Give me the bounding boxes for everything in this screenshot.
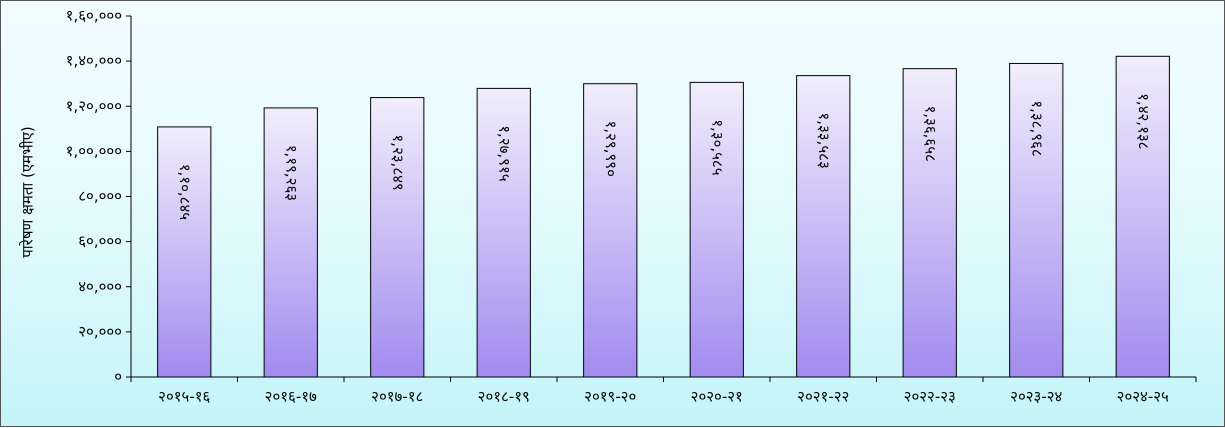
y-tick-label: १,००,००० [66,142,122,160]
x-tick-label: २०१९-२० [584,388,636,406]
bar [1009,62,1064,378]
x-axis: २०१५-१६ २०१६-१७ २०१७-१८ २०१८-१९ २०१९-२० २०२०-… [130,376,1197,406]
bar-value-label: १,३६,६५८ [921,105,939,161]
y-tick-label: १,२०,००० [66,97,122,115]
data-labels: १,१०,८४५ १,१९,२६३ १,२३,८४९ १,२७,९१५ १,२९,९९०… [176,93,1153,220]
bar-value-label: १,१०,८४५ [176,164,194,221]
bar [476,87,531,378]
bar-value-label: १,२९,९९० [602,121,620,177]
bar [157,126,212,378]
x-tick-label: २०२२-२३ [904,388,956,406]
y-tick-label: ० [114,368,122,386]
bar [902,68,957,378]
x-tick-label: २०१७-१८ [371,388,423,406]
bars [157,55,1170,378]
bar [796,75,851,378]
x-tick-label: २०२१-२२ [797,388,849,406]
x-tick-label: २०२४-२५ [1117,388,1169,406]
bar [1115,55,1170,378]
bar [370,97,425,378]
bar-value-label: १,४२,१३८ [1134,93,1152,149]
bar-value-label: १,३८,९६८ [1028,100,1046,156]
y-tick-label: ६०,००० [78,232,122,250]
bar-value-label: १,२७,९१५ [495,125,513,182]
bar-value-label: १,२३,८४९ [389,134,407,190]
bar [689,81,744,378]
y-axis-title: पारेषण क्षमता (एमभीए) [19,126,37,257]
y-axis: ० २०,००० ४०,००० ६०,००० ८०,००० १,००,००० १,२०,००… [66,7,132,386]
y-tick-label: २०,००० [78,322,122,340]
bar-value-label: १,१९,२६३ [282,145,300,201]
y-tick-label: १,६०,००० [66,7,122,25]
x-tick-label: २०१६-१७ [265,388,317,406]
x-tick-label: २०२३-२४ [1010,388,1062,406]
bar-value-label: १,३०,५८५ [708,119,726,176]
x-tick-label: २०१८-१९ [478,388,530,406]
y-tick-label: ८०,००० [78,187,122,205]
bar-value-label: १,३३,५८३ [815,112,833,168]
bar [263,107,318,378]
x-tick-label: २०१५-१६ [158,388,210,406]
x-tick-label: २०२०-२१ [691,388,743,406]
bar [583,83,638,378]
y-tick-label: ४०,००० [78,277,122,295]
y-tick-label: १,४०,००० [66,52,122,70]
